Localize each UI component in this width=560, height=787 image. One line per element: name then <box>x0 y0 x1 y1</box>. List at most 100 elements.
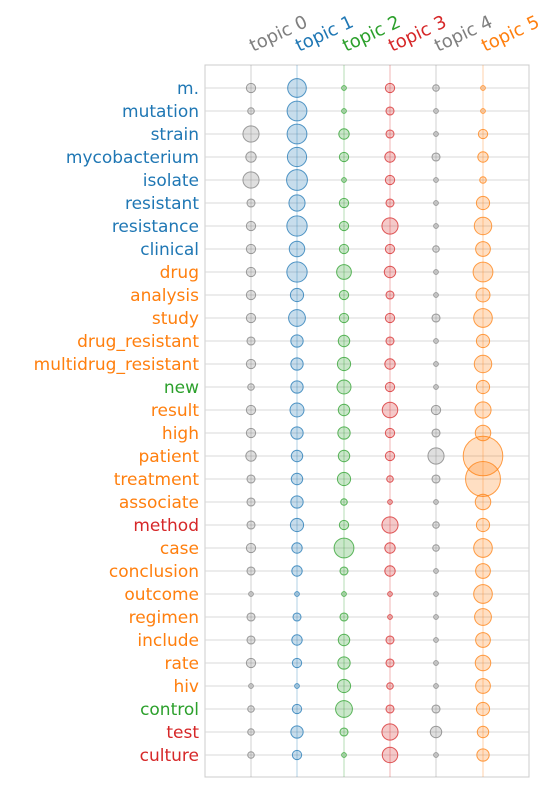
term-label: test <box>166 723 199 743</box>
bubble <box>475 678 491 694</box>
bubble <box>337 633 351 647</box>
term-label: m. <box>177 79 199 99</box>
bubble <box>384 381 396 393</box>
bubble <box>339 612 349 622</box>
bubble <box>433 269 439 275</box>
bubble <box>245 82 257 94</box>
bubble <box>474 608 492 626</box>
bubble <box>474 401 492 419</box>
bubble <box>433 177 439 183</box>
bubble <box>245 289 257 301</box>
bubble <box>433 223 439 229</box>
bubble <box>480 85 486 91</box>
bubble <box>242 125 260 143</box>
bubble <box>427 447 445 465</box>
bubble <box>338 197 350 209</box>
bubble <box>385 658 395 668</box>
bubble <box>387 499 393 505</box>
bubble <box>430 404 442 416</box>
term-label: control <box>140 700 199 720</box>
bubble <box>477 151 489 163</box>
bubble <box>431 474 441 484</box>
bubble <box>433 614 439 620</box>
bubble <box>246 612 256 622</box>
bubble <box>338 289 350 301</box>
bubble <box>290 449 304 463</box>
bubble <box>433 660 439 666</box>
bubble <box>473 216 493 236</box>
bubble <box>433 338 439 344</box>
bubble <box>432 544 440 552</box>
bubble <box>474 654 492 672</box>
bubble <box>290 725 304 739</box>
bubble <box>291 565 303 577</box>
bubble <box>287 78 307 98</box>
bubble <box>288 309 306 327</box>
term-label: resistant <box>125 194 199 214</box>
bubble <box>385 129 395 139</box>
bubble <box>473 538 493 558</box>
bubble <box>294 683 300 689</box>
term-label: high <box>162 424 199 444</box>
bubble <box>433 292 439 298</box>
bubble <box>336 264 352 280</box>
bubble <box>475 241 491 257</box>
bubble <box>476 748 490 762</box>
bubble <box>338 519 350 531</box>
bubble <box>477 128 489 140</box>
bubble <box>291 542 303 554</box>
bubble <box>384 358 396 370</box>
bubble <box>432 521 440 529</box>
term-label: analysis <box>130 286 199 306</box>
bubble <box>475 287 491 303</box>
bubble <box>245 358 257 370</box>
bubble <box>465 461 501 497</box>
bubble <box>475 632 491 648</box>
term-label: regimen <box>129 608 199 628</box>
bubble <box>337 656 351 670</box>
term-label: mutation <box>122 102 199 122</box>
bubble <box>337 334 351 348</box>
bubble <box>341 108 347 114</box>
term-label: case <box>160 539 199 559</box>
bubble <box>433 637 439 643</box>
bubble <box>246 497 256 507</box>
bubble <box>247 383 255 391</box>
bubble <box>385 198 395 208</box>
bubble <box>242 171 260 189</box>
term-label: study <box>152 309 199 329</box>
bubble <box>291 657 303 669</box>
term-label: result <box>151 401 199 421</box>
bubble <box>384 151 396 163</box>
bubble <box>475 563 491 579</box>
term-label: drug_resistant <box>77 332 199 352</box>
bubble <box>431 152 441 162</box>
term-label: conclusion <box>109 562 199 582</box>
bubble <box>245 151 257 163</box>
bubble <box>286 100 308 122</box>
term-label: method <box>133 516 199 536</box>
bubble <box>433 384 439 390</box>
bubble <box>336 471 352 487</box>
bubble <box>433 131 439 137</box>
bubble <box>245 243 257 255</box>
term-label: resistance <box>112 217 199 237</box>
term-label: associate <box>119 493 199 513</box>
bubble <box>433 683 439 689</box>
bubble <box>290 426 304 440</box>
term-label: rate <box>164 654 199 674</box>
term-label: culture <box>140 746 199 766</box>
bubble <box>479 176 487 184</box>
topic-gridlines <box>250 65 484 777</box>
bubble <box>383 265 397 279</box>
bubble <box>290 357 304 371</box>
bubble <box>290 334 304 348</box>
bubble <box>338 243 350 255</box>
bubble <box>290 472 304 486</box>
bubble <box>432 84 440 92</box>
bubble <box>381 516 399 534</box>
bubble <box>385 336 395 346</box>
bubble <box>247 751 255 759</box>
bubble <box>381 401 399 419</box>
